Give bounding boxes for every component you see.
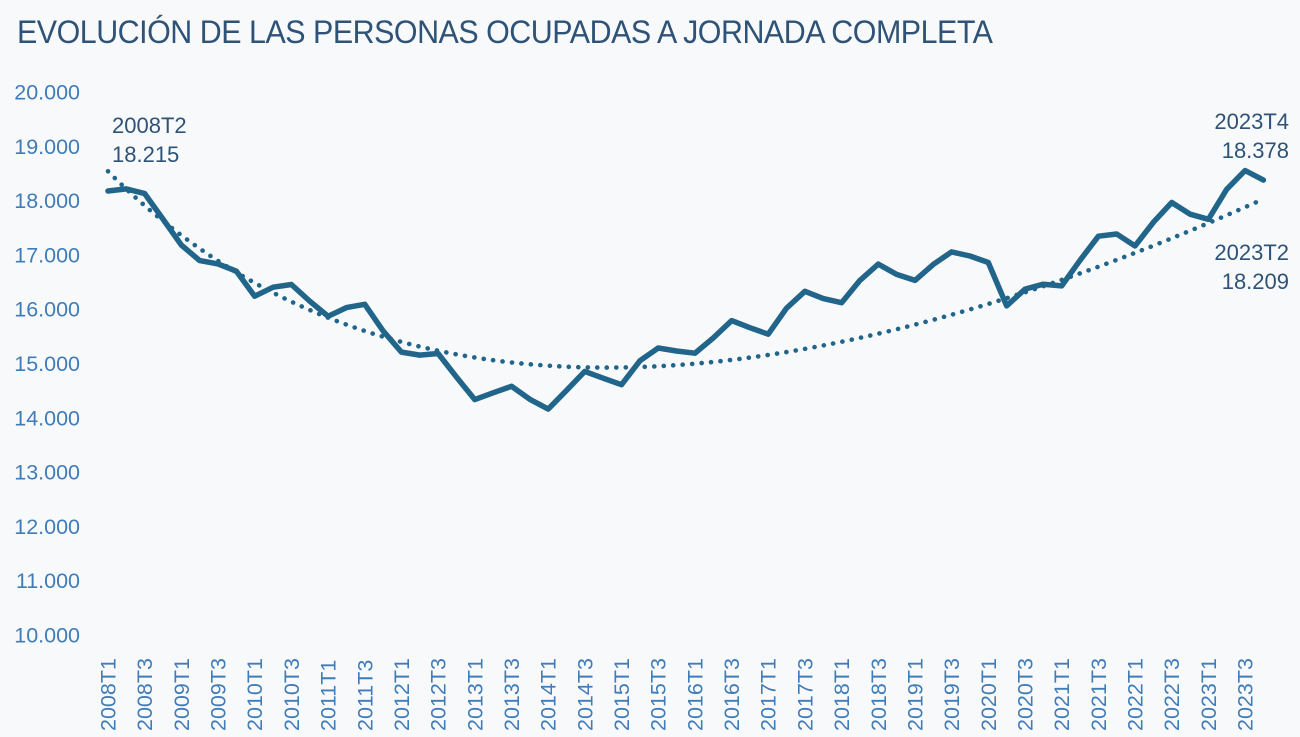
y-axis-tick-label: 19.000	[14, 135, 80, 159]
x-axis-tick-label: 2021T1	[1050, 658, 1074, 731]
x-axis-tick-label: 2015T1	[610, 658, 634, 731]
x-axis-tick-label: 2011T1	[317, 660, 341, 731]
y-axis-tick-label: 11.000	[16, 569, 80, 593]
y-axis-tick-label: 12.000	[14, 515, 80, 539]
x-axis-tick-label: 2012T3	[427, 658, 451, 731]
employment-series-line	[105, 167, 1267, 412]
x-axis-tick-label: 2009T3	[207, 658, 231, 731]
x-axis-tick-label: 2017T3	[793, 658, 817, 731]
chart-title: EVOLUCIÓN DE LAS PERSONAS OCUPADAS A JOR…	[17, 14, 993, 50]
annotation-quarter-label: 2008T2	[112, 113, 187, 138]
x-axis-tick-label: 2008T3	[133, 658, 157, 731]
y-axis-tick-label: 16.000	[14, 298, 80, 322]
x-axis-tick-label: 2013T3	[500, 658, 524, 731]
annotation-value-label: 18.378	[1221, 137, 1289, 163]
y-axis-tick-label: 17.000	[14, 243, 80, 267]
y-axis-tick-label: 10.000	[14, 624, 80, 648]
x-axis-tick-label: 2016T3	[720, 658, 744, 731]
x-axis-tick-label: 2008T1	[97, 658, 121, 731]
annotation-quarter-label: 2023T2	[1214, 240, 1289, 265]
x-axis-tick-label: 2012T1	[390, 658, 414, 731]
x-axis-tick-label: 2010T1	[243, 658, 267, 731]
x-axis-tick-label: 2015T3	[647, 658, 671, 731]
x-axis-tick-label: 2021T3	[1087, 658, 1111, 731]
y-axis-tick-label: 15.000	[14, 352, 80, 376]
x-axis-tick-label: 2023T3	[1234, 658, 1258, 731]
y-axis-tick-label: 20.000	[14, 81, 80, 105]
x-axis-tick-label: 2011T3	[353, 660, 377, 731]
trend-dotted-line	[105, 169, 1266, 370]
x-axis-tick-label: 2014T3	[573, 658, 597, 731]
annotation-value-label: 18.209	[1221, 268, 1289, 294]
x-axis-tick-label: 2013T1	[463, 658, 487, 731]
x-axis-tick-label: 2020T1	[977, 658, 1001, 731]
x-axis-tick-label: 2009T1	[170, 658, 194, 731]
x-axis-tick-label: 2010T3	[280, 658, 304, 731]
y-axis-tick-label: 14.000	[14, 406, 80, 430]
x-axis-tick-label: 2019T1	[904, 658, 928, 731]
y-axis-tick-label: 18.000	[14, 189, 80, 213]
x-axis-labels: 2008T1 2008T3 2009T1 2009T3 2010T1 2010T3 2011…	[97, 658, 1258, 731]
annotation-value-label: 18.215	[112, 141, 180, 167]
annotation-quarter-label: 2023T4	[1214, 109, 1289, 134]
x-axis-tick-label: 2017T1	[757, 658, 781, 731]
y-axis-labels: 20.000 19.000 18.000 17.000 16.000 15.000 14.0…	[14, 81, 80, 648]
x-axis-tick-label: 2018T1	[830, 658, 854, 731]
annotation-2023t2: 2023T2 18.209	[1214, 239, 1289, 296]
x-axis-tick-label: 2018T3	[867, 658, 891, 731]
x-axis-tick-label: 2022T1	[1124, 658, 1148, 731]
x-axis-tick-label: 2022T3	[1160, 658, 1184, 731]
x-axis-tick-label: 2019T3	[940, 658, 964, 731]
x-axis-tick-label: 2023T1	[1197, 658, 1221, 731]
x-axis-tick-label: 2014T1	[537, 658, 561, 731]
y-axis-tick-label: 13.000	[14, 461, 80, 485]
x-axis-tick-label: 2016T1	[683, 658, 707, 731]
annotation-2008t2: 2008T2 18.215	[112, 112, 187, 169]
annotation-2023t4: 2023T4 18.378	[1214, 108, 1289, 165]
x-axis-tick-label: 2020T3	[1014, 658, 1038, 731]
